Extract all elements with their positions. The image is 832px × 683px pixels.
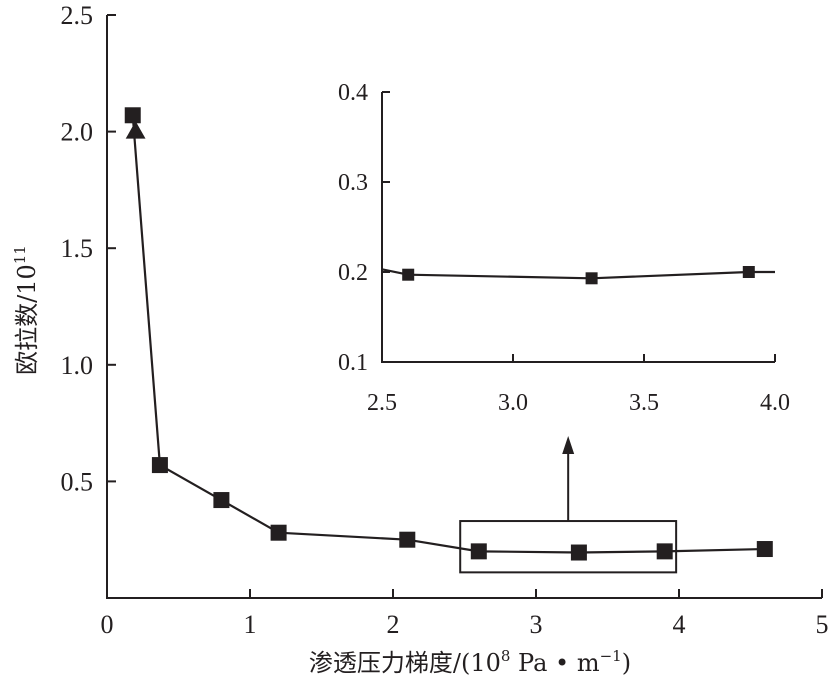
x-axis-title-main: 渗透压力梯度/(10 bbox=[309, 649, 501, 677]
square-marker bbox=[124, 107, 141, 124]
main-series bbox=[124, 107, 773, 561]
x-tick-label: 2 bbox=[387, 610, 400, 639]
y-tick-label: 1.0 bbox=[61, 351, 94, 380]
inset-x-tick-label: 3.5 bbox=[629, 390, 659, 416]
x-axis-title-close: ) bbox=[622, 649, 631, 677]
x-axis-title: 渗透压力梯度/(108 Pa • m−1) bbox=[309, 647, 631, 677]
series-line bbox=[131, 115, 765, 554]
y-tick-label: 1.5 bbox=[61, 234, 94, 263]
inset-series-line bbox=[381, 268, 775, 280]
main-plot: 0 1 2 3 4 5 0.5 1.0 1.5 2.0 2.5 bbox=[61, 1, 829, 639]
x-tick-label: 0 bbox=[101, 610, 114, 639]
x-tick-label: 5 bbox=[816, 610, 829, 639]
inset-series bbox=[381, 266, 775, 285]
inset-x-tick-label: 4.0 bbox=[760, 390, 790, 416]
x-tick-label: 1 bbox=[244, 610, 257, 639]
inset-y-tick-label: 0.2 bbox=[338, 260, 368, 286]
main-axis-ticks bbox=[107, 14, 823, 598]
inset-axis-tick-labels: 2.5 3.0 3.5 4.0 0.1 0.2 0.3 0.4 bbox=[338, 80, 790, 416]
inset-x-tick-label: 2.5 bbox=[367, 390, 397, 416]
inset-square-marker bbox=[585, 272, 598, 285]
main-axis-tick-labels: 0 1 2 3 4 5 0.5 1.0 1.5 2.0 2.5 bbox=[61, 1, 829, 639]
x-tick-label: 4 bbox=[673, 610, 686, 639]
square-marker bbox=[656, 543, 673, 560]
square-marker bbox=[151, 457, 168, 474]
inset-y-tick-label: 0.3 bbox=[338, 170, 368, 196]
inset-square-marker bbox=[742, 266, 755, 278]
inset-axis-ticks bbox=[382, 91, 776, 362]
triangle-marker bbox=[125, 121, 146, 139]
arrow-head bbox=[562, 436, 575, 454]
x-axis-title-unit: Pa • m bbox=[510, 649, 599, 677]
square-marker bbox=[213, 492, 230, 509]
y-tick-label: 0.5 bbox=[61, 467, 94, 496]
y-tick-label: 2.0 bbox=[61, 118, 94, 147]
y-axis-title-main: 欧拉数/10 bbox=[13, 264, 41, 375]
x-axis-title-exponent: 8 bbox=[501, 647, 511, 665]
square-marker bbox=[470, 543, 487, 560]
y-axis-title: 欧拉数/1011 bbox=[11, 245, 41, 375]
main-axis-frame bbox=[106, 15, 822, 599]
square-marker bbox=[399, 531, 416, 548]
y-tick-label: 2.5 bbox=[61, 1, 94, 30]
inset-plot: 2.5 3.0 3.5 4.0 0.1 0.2 0.3 0.4 bbox=[338, 80, 790, 416]
square-marker bbox=[570, 544, 587, 561]
x-axis-title-unit-exponent: −1 bbox=[600, 647, 622, 665]
y-axis-title-exponent: 11 bbox=[11, 245, 29, 264]
square-marker bbox=[756, 541, 773, 558]
inset-y-tick-label: 0.1 bbox=[338, 350, 368, 376]
inset-y-tick-label: 0.4 bbox=[338, 80, 368, 106]
inset-x-tick-label: 3.0 bbox=[498, 390, 528, 416]
highlight-box bbox=[459, 520, 678, 574]
inset-square-marker bbox=[402, 268, 415, 281]
square-marker bbox=[270, 524, 287, 541]
x-tick-label: 3 bbox=[530, 610, 543, 639]
inset-axis-frame bbox=[381, 92, 775, 363]
callout-arrow bbox=[562, 436, 575, 522]
